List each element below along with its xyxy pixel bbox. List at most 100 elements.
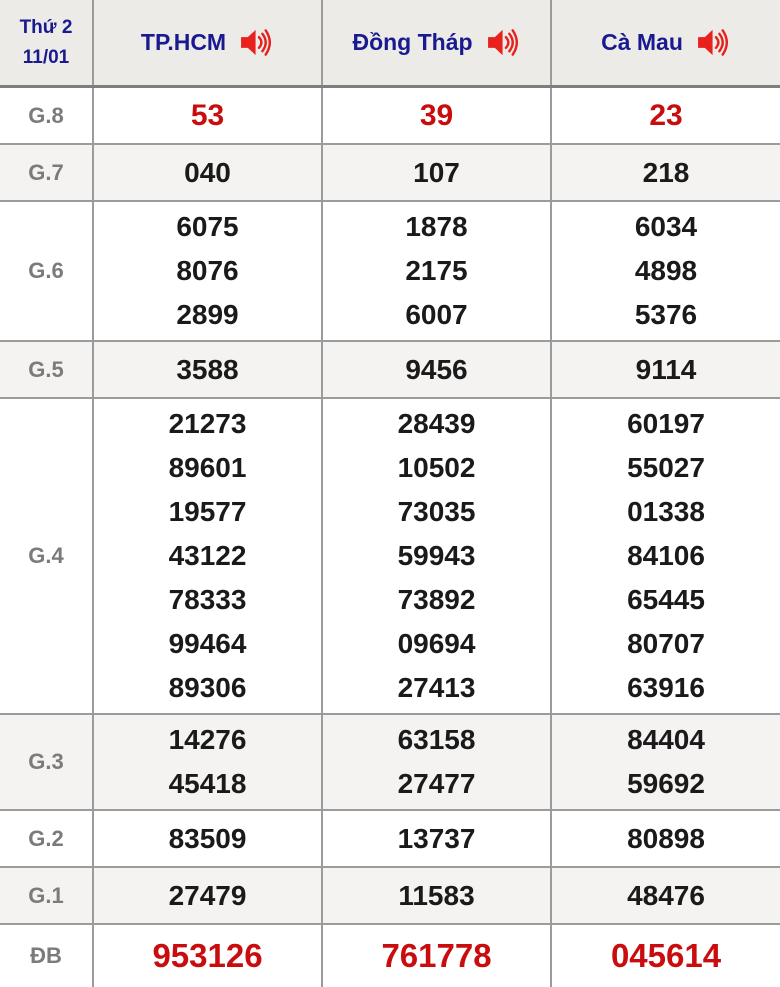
prize-label: ĐB [0,923,94,987]
result-cell: 21273 89601 19577 43122 78333 99464 8930… [92,397,323,715]
result-cell: 60197 55027 01338 84106 65445 80707 6391… [550,397,780,715]
column-header-dongthap: Đồng Tháp [321,0,552,88]
prize-label: G.1 [0,866,94,925]
table-row-g3: G.3 14276 45418 63158 27477 84404 59692 [0,713,780,811]
result-number: 6075 [176,211,239,242]
result-cell: 53 [92,85,323,145]
result-cell: 9456 [321,340,552,399]
result-number: 59943 [397,540,476,571]
result-number: 27479 [168,879,247,911]
result-number: 27477 [397,768,476,799]
result-cell: 27479 [92,866,323,925]
result-cell: 107 [321,143,552,202]
result-number: 6007 [405,299,468,330]
result-cell: 1878 2175 6007 [321,200,552,342]
result-cell: 953126 [92,923,323,987]
result-number: 8076 [176,255,239,286]
prize-label: G.2 [0,809,94,868]
result-number: 53 [190,98,225,132]
result-number: 89306 [168,672,247,703]
result-number: 80707 [627,628,705,659]
result-cell: 83509 [92,809,323,868]
result-number: 84106 [627,540,705,571]
result-number: 89601 [168,452,247,483]
result-cell: 3588 [92,340,323,399]
result-number: 73035 [397,496,476,527]
result-number: 761778 [381,937,492,974]
result-number: 73892 [397,584,476,615]
result-number: 43122 [168,540,247,571]
result-number: 60197 [627,408,705,439]
result-number: 19577 [168,496,247,527]
prize-label: G.7 [0,143,94,202]
result-cell: 84404 59692 [550,713,780,811]
speaker-icon[interactable] [487,28,521,57]
result-number: 9114 [635,353,697,385]
weekday-label: Thứ 2 [19,17,73,39]
result-number: 65445 [627,584,705,615]
table-row-g2: G.2 83509 13737 80898 [0,809,780,868]
result-cell: 48476 [550,866,780,925]
result-number: 78333 [168,584,247,615]
prize-label: G.4 [0,397,94,715]
header-row: Thứ 2 11/01 TP.HCM Đồng Tháp [0,0,780,88]
speaker-icon[interactable] [697,28,731,57]
result-number: 2899 [176,299,239,330]
prize-label: G.5 [0,340,94,399]
table-row-g4: G.4 21273 89601 19577 43122 78333 99464 … [0,397,780,715]
table-row-db: ĐB 953126 761778 045614 [0,923,780,987]
result-cell: 9114 [550,340,780,399]
result-number: 6034 [634,211,698,242]
result-number: 55027 [627,452,705,483]
result-number: 10502 [397,452,476,483]
result-cell: 218 [550,143,780,202]
result-number: 3588 [176,353,239,385]
result-cell: 23 [550,85,780,145]
province-label[interactable]: Cà Mau [601,29,683,55]
prize-label: G.3 [0,713,94,811]
date-label: 11/01 [22,46,70,68]
result-number: 09694 [397,628,476,659]
result-number: 01338 [627,496,705,527]
result-number: 80898 [627,822,705,854]
result-number: 39 [419,98,454,132]
result-number: 9456 [405,353,468,385]
result-number: 107 [413,156,460,188]
prize-label: G.6 [0,200,94,342]
result-number: 83509 [168,822,247,854]
result-number: 45418 [168,768,247,799]
province-label[interactable]: Đồng Tháp [352,29,473,55]
result-number: 218 [642,156,690,188]
result-number: 5376 [634,299,698,330]
result-cell: 80898 [550,809,780,868]
table-row-g1: G.1 27479 11583 48476 [0,866,780,925]
result-number: 63916 [627,672,705,703]
result-cell: 11583 [321,866,552,925]
result-cell: 6034 4898 5376 [550,200,780,342]
table-row-g7: G.7 040 107 218 [0,143,780,202]
result-cell: 14276 45418 [92,713,323,811]
table-row-g5: G.5 3588 9456 9114 [0,340,780,399]
date-header: Thứ 2 11/01 [0,0,94,88]
result-number: 040 [184,156,231,188]
result-number: 63158 [397,724,476,755]
province-label[interactable]: TP.HCM [140,29,227,55]
result-number: 045614 [610,937,722,974]
result-cell: 28439 10502 73035 59943 73892 09694 2741… [321,397,552,715]
result-number: 11583 [398,879,475,911]
result-number: 48476 [627,879,705,911]
result-number: 4898 [634,255,698,286]
result-number: 14276 [168,724,247,755]
table-row-g6: G.6 6075 8076 2899 1878 2175 6007 6034 4… [0,200,780,342]
column-header-tphcm: TP.HCM [92,0,323,88]
result-cell: 761778 [321,923,552,987]
table-row-g8: G.8 53 39 23 [0,85,780,145]
result-number: 28439 [397,408,476,439]
speaker-icon[interactable] [241,28,274,57]
result-number: 1878 [405,211,468,242]
result-cell: 045614 [550,923,780,987]
column-header-camau: Cà Mau [550,0,780,88]
result-number: 23 [649,98,683,132]
result-cell: 13737 [321,809,552,868]
